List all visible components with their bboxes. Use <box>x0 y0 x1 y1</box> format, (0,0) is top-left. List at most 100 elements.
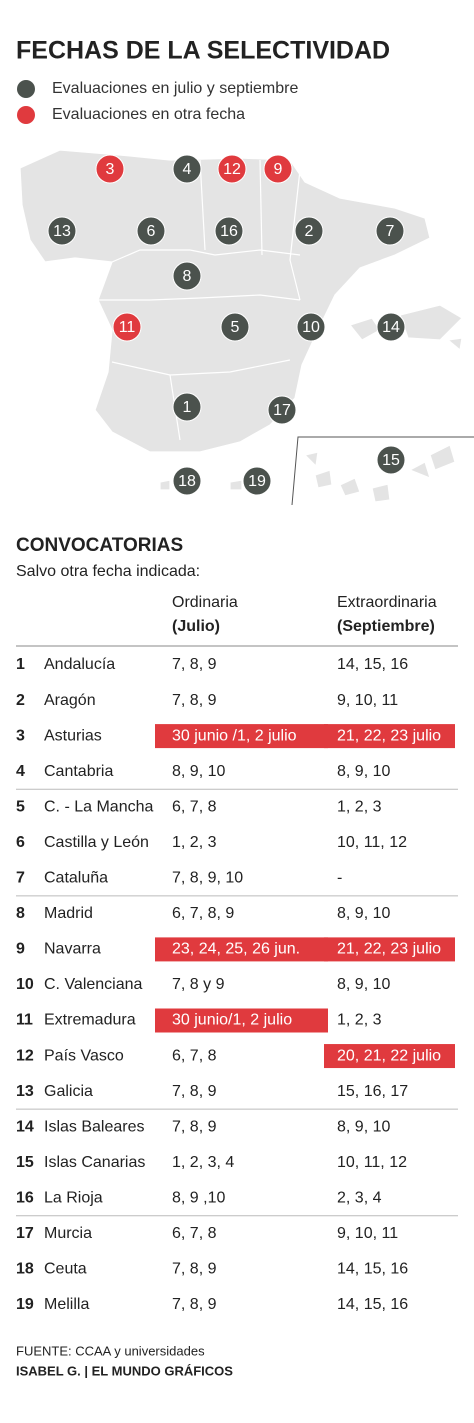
legend-swatch <box>17 106 35 124</box>
canarias <box>303 444 456 503</box>
extraordinaria: 14, 15, 16 <box>337 656 408 673</box>
marker <box>112 312 142 342</box>
marker-label: 2 <box>305 223 314 240</box>
map-shapes <box>19 149 474 506</box>
credit: ISABEL G. | EL MUNDO GRÁFICOS <box>16 1363 233 1378</box>
region-name: Ceuta <box>44 1261 87 1278</box>
canarias-frame <box>291 436 474 506</box>
region-name: Madrid <box>44 905 93 922</box>
marker-label: 9 <box>274 161 283 178</box>
region-name: Aragón <box>44 692 96 709</box>
marker <box>172 154 202 184</box>
row-number: 15 <box>16 1154 34 1171</box>
region-name: Galicia <box>44 1083 93 1100</box>
mainland <box>19 149 431 453</box>
region-name: País Vasco <box>44 1047 124 1064</box>
marker <box>376 312 406 342</box>
marker <box>95 154 125 184</box>
ordinaria: 8, 9 ,10 <box>172 1189 225 1206</box>
ordinaria: 7, 8, 9 <box>172 1118 217 1135</box>
region-name: Extremadura <box>44 1012 136 1029</box>
table-subtitle: Salvo otra fecha indicada: <box>16 563 200 580</box>
extraordinaria: 10, 11, 12 <box>337 1154 407 1171</box>
marker-label: 12 <box>223 161 241 178</box>
marker <box>172 261 202 291</box>
highlight <box>155 1008 328 1033</box>
extraordinaria: 2, 3, 4 <box>337 1189 382 1206</box>
region-name: La Rioja <box>44 1189 103 1206</box>
legend-label: Evaluaciones en julio y septiembre <box>52 80 298 97</box>
extraordinaria: 1, 2, 3 <box>337 798 382 815</box>
row-number: 2 <box>16 692 25 709</box>
marker-label: 19 <box>248 473 266 490</box>
marker-label: 10 <box>302 319 320 336</box>
row-number: 7 <box>16 870 25 887</box>
row-number: 8 <box>16 905 25 922</box>
region-name: Melilla <box>44 1296 89 1313</box>
row-number: 14 <box>16 1118 34 1135</box>
marker-label: 11 <box>119 319 136 336</box>
row-number: 19 <box>16 1296 34 1313</box>
region-name: Murcia <box>44 1225 92 1242</box>
row-number: 5 <box>16 798 25 815</box>
marker-label: 18 <box>178 473 196 490</box>
region-name: Cataluña <box>44 870 108 887</box>
marker <box>172 392 202 422</box>
highlight <box>155 937 328 962</box>
marker-label: 15 <box>382 452 400 469</box>
marker <box>214 216 244 246</box>
table-title: CONVOCATORIAS <box>16 535 183 556</box>
column-subheader: (Septiembre) <box>337 618 435 635</box>
ceuta <box>159 479 171 491</box>
ordinaria: 7, 8, 9 <box>172 656 217 673</box>
ordinaria: 7, 8 y 9 <box>172 976 225 993</box>
extraordinaria: 9, 10, 11 <box>337 1225 398 1242</box>
ordinaria: 1, 2, 3, 4 <box>172 1154 234 1171</box>
marker-label: 1 <box>183 399 192 416</box>
extraordinaria: 8, 9, 10 <box>337 763 390 780</box>
column-header: Ordinaria <box>172 594 238 611</box>
marker <box>242 466 272 496</box>
extraordinaria: 14, 15, 16 <box>337 1261 408 1278</box>
marker-label: 6 <box>147 223 156 240</box>
marker-label: 8 <box>183 268 192 285</box>
map-markers: 3 4 12 9 13 6 16 2 7 8 11 5 10 14 1 17 15 18 19 <box>47 154 406 496</box>
region-name: Navarra <box>44 941 101 958</box>
ordinaria: 7, 8, 9 <box>172 1083 217 1100</box>
table-rows: 1 Andalucía 7, 8, 9 14, 15, 16 2 Aragón 7, 8, … <box>16 656 458 1313</box>
marker-label: 4 <box>183 161 192 178</box>
row-number: 11 <box>16 1012 33 1029</box>
extraordinaria: 8, 9, 10 <box>337 905 390 922</box>
borders <box>98 159 301 441</box>
ordinaria: 7, 8, 9 <box>172 692 217 709</box>
column-subheader: (Julio) <box>172 618 220 635</box>
ordinaria: 6, 7, 8 <box>172 1225 217 1242</box>
extraordinaria: 21, 22, 23 julio <box>337 941 441 958</box>
ordinaria: 7, 8, 9 <box>172 1296 217 1313</box>
extraordinaria: 10, 11, 12 <box>337 834 407 851</box>
title: FECHAS DE LA SELECTIVIDAD <box>16 37 390 65</box>
marker <box>263 154 293 184</box>
marker-label: 5 <box>231 319 240 336</box>
region-name: C. - La Mancha <box>44 798 153 815</box>
region-name: Andalucía <box>44 656 115 673</box>
ordinaria: 30 junio /1, 2 julio <box>172 727 297 744</box>
extraordinaria: 20, 21, 22 julio <box>337 1047 441 1064</box>
marker-label: 13 <box>53 223 71 240</box>
ordinaria: 6, 7, 8 <box>172 1047 217 1064</box>
region-name: Asturias <box>44 727 102 744</box>
row-number: 17 <box>16 1225 34 1242</box>
marker-label: 7 <box>386 223 395 240</box>
extraordinaria: 1, 2, 3 <box>337 1012 382 1029</box>
region-name: Cantabria <box>44 763 113 780</box>
ordinaria: 7, 8, 9, 10 <box>172 870 243 887</box>
legend-swatch <box>17 80 35 98</box>
marker <box>217 154 247 184</box>
marker <box>47 216 77 246</box>
marker-label: 14 <box>382 319 400 336</box>
row-number: 16 <box>16 1189 34 1206</box>
row-number: 12 <box>16 1047 34 1064</box>
